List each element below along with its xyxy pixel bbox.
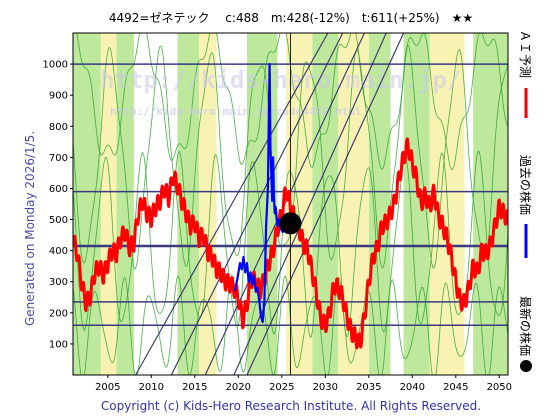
- chart-title: 4492=ゼネテック c:488 m:428(-12%) t:611(+25%)…: [109, 11, 473, 25]
- watermark: http://kids-hero.main.jp/: [100, 66, 461, 94]
- y-tick-label: 800: [49, 122, 68, 133]
- diagonal-line: [246, 33, 405, 375]
- yellow-band: [199, 33, 217, 375]
- copyright: Copyright (c) Kids-Hero Research Institu…: [101, 399, 481, 413]
- x-tick-label: 2040: [400, 382, 425, 393]
- x-tick-label: 2035: [356, 382, 381, 393]
- y-tick-label: 300: [49, 277, 68, 288]
- watermark-small: http://kids-hero.main.jp/code4492.html: [110, 105, 362, 118]
- diagonal-trend-lines: [135, 33, 405, 375]
- x-tick-label: 2045: [443, 382, 468, 393]
- x-axis-ticks: 2005 2010 2015 2020 2025 2030 2035 2040 2045 2050: [95, 375, 512, 393]
- x-tick-label: 2050: [487, 382, 512, 393]
- y-tick-label: 200: [49, 308, 68, 319]
- x-tick-label: 2010: [139, 382, 164, 393]
- y-tick-label: 900: [49, 91, 68, 102]
- green-band: [368, 33, 391, 375]
- green-band: [177, 33, 200, 375]
- diagonal-line: [233, 33, 387, 375]
- legend-forecast-label: ＡＩ予測: [518, 30, 532, 78]
- legend: ＡＩ予測 過去の株価 最新の株価: [518, 30, 533, 372]
- yellow-band: [100, 33, 117, 375]
- y-tick-label: 700: [49, 153, 68, 164]
- legend-latest-dot: [520, 360, 532, 372]
- y-axis-ticks: 100 200 300 400 500 600 700 800 900 1000: [43, 60, 73, 350]
- legend-latest-label: 最新の株価: [518, 296, 533, 356]
- forecast-series-line: [73, 137, 508, 350]
- y-tick-label: 500: [49, 215, 68, 226]
- past-price-series-line: [233, 62, 292, 324]
- x-tick-label: 2025: [269, 382, 294, 393]
- plot-frame: [72, 32, 509, 376]
- x-tick-label: 2030: [313, 382, 338, 393]
- y-tick-label: 400: [49, 246, 68, 257]
- x-tick-label: 2005: [95, 382, 120, 393]
- diagonal-line: [135, 33, 329, 375]
- legend-past-label: 過去の株価: [518, 155, 533, 215]
- generated-date: Generated on Monday 2026/1/5.: [23, 131, 37, 326]
- latest-price-marker: [279, 212, 302, 235]
- y-tick-label: 600: [49, 184, 68, 195]
- diagonal-line: [170, 33, 344, 375]
- y-tick-label: 100: [49, 339, 68, 350]
- x-tick-label: 2015: [182, 382, 207, 393]
- x-tick-label: 2020: [226, 382, 251, 393]
- y-tick-label: 1000: [43, 60, 68, 71]
